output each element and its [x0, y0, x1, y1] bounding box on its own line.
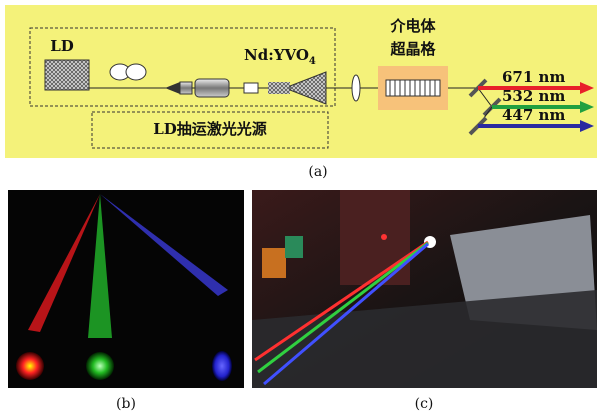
superlattice — [386, 80, 440, 96]
wavelength-label: 532 nm — [502, 87, 565, 105]
screen — [285, 236, 303, 258]
spot — [381, 234, 387, 240]
wall — [340, 190, 410, 285]
crystal — [244, 83, 258, 93]
ld-block — [45, 60, 89, 90]
caption: (c) — [415, 396, 434, 412]
red-spot — [16, 352, 44, 380]
optic-cylinder — [195, 79, 229, 97]
figure-svg: LD抽运激光光源 LD Nd:YVO4 介电体 超晶格 671 nm532 nm… — [0, 0, 603, 417]
device — [262, 248, 286, 278]
green-spot — [86, 352, 114, 380]
optic — [180, 82, 192, 94]
crystal-label-sub: 4 — [309, 56, 316, 67]
crystal-label-main: Nd:YVO — [244, 46, 309, 64]
lens — [352, 75, 360, 101]
wavelength-label: 447 nm — [502, 106, 565, 124]
superlattice-label: 超晶格 — [389, 40, 436, 58]
photo-b — [8, 190, 244, 388]
caption: (a) — [308, 164, 327, 180]
ld-label: LD — [50, 37, 74, 55]
crystal-label: Nd:YVO4 — [244, 46, 316, 67]
superlattice-label: 介电体 — [389, 17, 436, 35]
wavelength-label: 671 nm — [502, 68, 565, 86]
optic — [268, 82, 290, 94]
lens — [126, 64, 146, 80]
figure: LD抽运激光光源 LD Nd:YVO4 介电体 超晶格 671 nm532 nm… — [0, 0, 603, 417]
pump-source-label: LD抽运激光光源 — [153, 120, 267, 138]
caption: (b) — [116, 396, 136, 412]
blue-spot — [212, 351, 232, 381]
